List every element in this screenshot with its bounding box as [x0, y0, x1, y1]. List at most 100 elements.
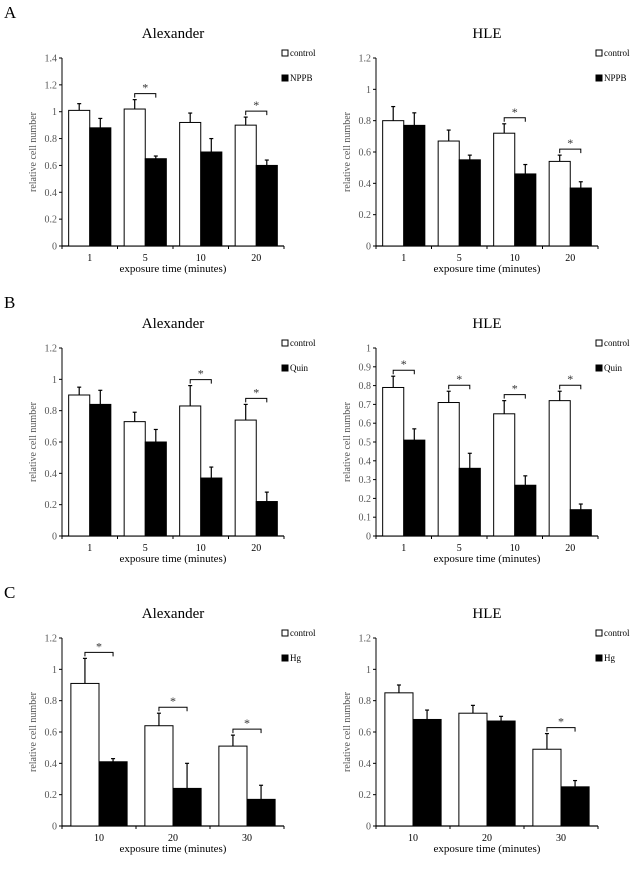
significance-bracket [503, 117, 526, 122]
y-tick-label: 0.7 [359, 400, 372, 411]
chart-panel: HLE 0 0.1 0.2 0.3 0.4 0.5 0.6 0.7 0.8 0.9 1 relative… [318, 290, 636, 580]
y-axis-label: relative cell number [342, 401, 353, 482]
bar-Quin [403, 439, 426, 537]
y-tick-label: 1.2 [45, 634, 58, 645]
x-tick-label: 20 [482, 833, 492, 844]
x-tick-label: 20 [251, 543, 261, 554]
legend-swatch [281, 629, 289, 637]
y-tick-label: 0.8 [45, 134, 58, 145]
x-tick-label: 5 [457, 253, 462, 264]
bar-control [548, 160, 571, 247]
significance-asterisk: * [253, 385, 259, 399]
y-tick-label: 0.2 [45, 215, 58, 226]
y-tick-label: 0 [52, 532, 57, 543]
bar-NPPB [89, 127, 112, 247]
legend-swatch [281, 74, 289, 82]
significance-asterisk: * [401, 357, 407, 371]
y-tick-label: 0.2 [359, 790, 372, 801]
bar-Quin [200, 477, 223, 537]
significance-bracket [134, 93, 157, 98]
y-tick-label: 1 [52, 375, 57, 386]
x-axis-label: exposure time (minutes) [120, 553, 227, 565]
x-tick-label: 20 [168, 833, 178, 844]
x-tick-label: 10 [196, 253, 206, 264]
bar-Hg [172, 787, 202, 827]
legend-label: Quin [290, 363, 309, 373]
y-axis-label: relative cell number [28, 691, 39, 772]
x-tick-label: 10 [196, 543, 206, 554]
bar-Hg [412, 718, 442, 827]
x-tick-label: 1 [401, 543, 406, 554]
y-tick-label: 0.1 [359, 513, 372, 524]
legend-label: control [290, 628, 316, 638]
bar-Quin [569, 509, 592, 537]
significance-bracket [232, 728, 262, 734]
y-axis-label: relative cell number [28, 111, 39, 192]
x-tick-label: 30 [242, 833, 252, 844]
bar-control [382, 120, 405, 247]
bar-NPPB [403, 124, 426, 247]
legend-label: control [604, 338, 630, 348]
bar-control [532, 748, 562, 827]
x-axis-label: exposure time (minutes) [120, 263, 227, 275]
y-tick-label: 1 [366, 85, 371, 96]
x-axis-label: exposure time (minutes) [434, 843, 541, 855]
bar-Hg [98, 761, 128, 827]
bar-Quin [144, 441, 167, 537]
bar-chart: C Alexander 0 0.2 0.4 0.6 0.8 1 1.2 relative cell… [4, 583, 316, 855]
significance-bracket [245, 397, 268, 403]
bar-NPPB [569, 187, 592, 247]
y-tick-label: 1.2 [359, 54, 372, 65]
legend-swatch [595, 339, 603, 347]
y-tick-label: 0.8 [359, 381, 372, 392]
x-axis-label: exposure time (minutes) [434, 263, 541, 275]
x-tick-label: 20 [251, 253, 261, 264]
significance-bracket [448, 384, 471, 390]
legend-swatch [281, 654, 289, 662]
significance-bracket [546, 727, 576, 732]
x-tick-label: 5 [143, 543, 148, 554]
y-tick-label: 0.5 [359, 438, 372, 449]
bar-Hg [246, 798, 276, 827]
legend-swatch [595, 364, 603, 372]
bar-control [70, 682, 100, 827]
bar-Quin [89, 403, 112, 537]
y-tick-label: 0.8 [45, 696, 58, 707]
legend-label: control [604, 48, 630, 58]
significance-bracket [559, 384, 582, 390]
panel-letter: B [4, 293, 15, 312]
legend-label: Quin [604, 363, 623, 373]
y-tick-label: 0.4 [45, 759, 58, 770]
x-tick-label: 5 [143, 253, 148, 264]
bar-chart: B Alexander 0 0.2 0.4 0.6 0.8 1 1.2 relative cell… [4, 293, 316, 565]
y-tick-label: 1.2 [45, 80, 58, 91]
bar-control [68, 394, 91, 537]
y-tick-label: 1.2 [359, 634, 372, 645]
chart-title: Alexander [142, 316, 204, 332]
x-tick-label: 10 [510, 253, 520, 264]
significance-asterisk: * [567, 136, 573, 150]
panel-letter: C [4, 583, 15, 602]
y-axis-label: relative cell number [28, 401, 39, 482]
y-tick-label: 1 [366, 665, 371, 676]
x-tick-label: 1 [87, 543, 92, 554]
y-tick-label: 0.6 [359, 728, 372, 739]
bar-control [123, 421, 146, 537]
legend-swatch [595, 629, 603, 637]
bar-control [384, 692, 414, 827]
legend-label: control [290, 48, 316, 58]
significance-asterisk: * [558, 715, 564, 729]
x-tick-label: 1 [87, 253, 92, 264]
y-tick-label: 0.4 [45, 188, 58, 199]
y-tick-label: 0.2 [45, 790, 58, 801]
y-tick-label: 0.8 [45, 406, 58, 417]
y-tick-label: 0 [366, 532, 371, 543]
bar-NPPB [144, 158, 167, 247]
y-tick-label: 1.2 [45, 344, 58, 355]
y-axis-label: relative cell number [342, 691, 353, 772]
bar-chart: HLE 0 0.2 0.4 0.6 0.8 1 1.2 relative cell number… [342, 606, 630, 855]
y-tick-label: 0.4 [45, 469, 58, 480]
bar-control [548, 400, 571, 537]
x-tick-label: 20 [565, 253, 575, 264]
chart-title: HLE [472, 26, 501, 42]
